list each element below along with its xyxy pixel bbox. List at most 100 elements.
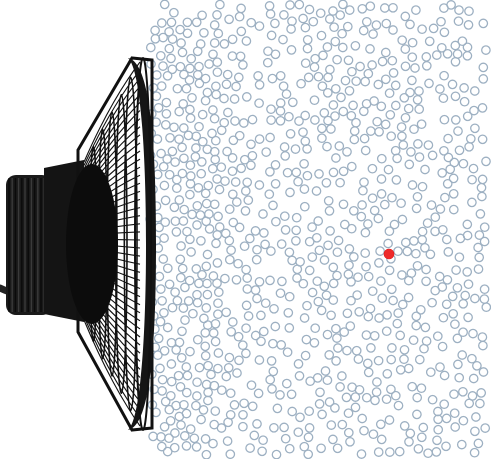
air-particle bbox=[328, 434, 338, 445]
air-particle bbox=[162, 70, 173, 81]
air-particle bbox=[348, 100, 358, 111]
air-particle bbox=[238, 421, 248, 432]
air-particle bbox=[357, 413, 368, 424]
air-particle bbox=[194, 121, 204, 132]
air-particle bbox=[395, 330, 406, 341]
air-particle bbox=[209, 38, 220, 48]
air-particle bbox=[460, 290, 471, 301]
air-particle bbox=[185, 189, 195, 200]
air-particle bbox=[253, 71, 263, 81]
air-particle bbox=[421, 264, 431, 275]
air-particle bbox=[192, 69, 203, 80]
air-particle bbox=[326, 310, 336, 321]
air-particle bbox=[406, 147, 416, 157]
air-particle bbox=[464, 141, 474, 152]
air-particle bbox=[220, 228, 231, 239]
air-particle bbox=[279, 422, 289, 433]
air-particle bbox=[300, 136, 311, 147]
air-particle bbox=[212, 174, 222, 184]
air-particle bbox=[430, 226, 440, 237]
air-particle bbox=[171, 400, 181, 411]
air-particle bbox=[397, 270, 407, 280]
air-particle bbox=[343, 427, 354, 438]
air-particle bbox=[448, 173, 459, 184]
air-particle bbox=[325, 226, 335, 236]
air-particle bbox=[399, 92, 410, 103]
air-particle bbox=[166, 337, 177, 348]
air-particle bbox=[227, 34, 238, 45]
air-particle bbox=[184, 275, 195, 286]
air-particle bbox=[303, 432, 314, 443]
air-particle bbox=[249, 430, 260, 441]
air-particle bbox=[240, 206, 251, 216]
air-particle bbox=[411, 320, 422, 331]
air-particle bbox=[295, 412, 305, 423]
air-particle bbox=[282, 347, 293, 358]
air-particle bbox=[170, 287, 180, 298]
air-particle bbox=[354, 306, 365, 317]
air-particle bbox=[422, 218, 433, 228]
air-particle bbox=[197, 109, 208, 120]
air-particle bbox=[207, 163, 218, 174]
air-particle bbox=[156, 81, 167, 91]
air-particle bbox=[230, 116, 240, 126]
air-particle bbox=[377, 293, 388, 304]
air-particle bbox=[302, 43, 313, 54]
air-particle bbox=[150, 25, 160, 36]
air-particle bbox=[352, 290, 363, 300]
air-particle bbox=[370, 395, 380, 406]
air-particle bbox=[455, 233, 466, 244]
air-particle bbox=[254, 21, 265, 31]
air-particle bbox=[250, 226, 261, 236]
air-particle bbox=[254, 98, 264, 109]
air-particle bbox=[475, 209, 486, 219]
air-particle bbox=[174, 134, 184, 145]
air-particle bbox=[399, 354, 409, 365]
air-particle bbox=[478, 62, 489, 73]
air-particle bbox=[450, 115, 461, 125]
air-particle bbox=[328, 167, 339, 178]
air-particle bbox=[360, 227, 371, 238]
air-particle bbox=[322, 141, 332, 152]
air-particle bbox=[178, 303, 189, 313]
air-particle bbox=[293, 359, 304, 369]
air-particle bbox=[185, 113, 196, 124]
air-particle bbox=[231, 81, 241, 92]
air-particle bbox=[330, 83, 341, 94]
air-particle bbox=[380, 74, 391, 85]
air-particle bbox=[238, 60, 248, 70]
air-particle bbox=[269, 303, 279, 314]
air-particle bbox=[438, 312, 449, 323]
air-particle bbox=[165, 415, 176, 426]
air-particle bbox=[222, 436, 233, 446]
air-particle bbox=[412, 392, 423, 403]
air-particle bbox=[476, 182, 487, 193]
air-particle bbox=[427, 150, 438, 161]
air-particle bbox=[330, 111, 340, 121]
air-particle bbox=[201, 303, 212, 313]
air-particle bbox=[336, 92, 346, 103]
air-particle bbox=[210, 318, 221, 329]
air-particle bbox=[337, 419, 348, 430]
air-particle bbox=[223, 362, 234, 373]
air-particle bbox=[441, 413, 452, 424]
air-particle bbox=[228, 135, 239, 146]
air-particle bbox=[246, 380, 257, 391]
air-particle bbox=[166, 359, 177, 369]
air-particle bbox=[208, 105, 218, 115]
air-particle bbox=[162, 446, 173, 457]
air-particle bbox=[233, 258, 243, 269]
air-particle bbox=[291, 225, 302, 236]
air-particle bbox=[241, 300, 252, 311]
air-particle bbox=[191, 442, 202, 452]
air-particle bbox=[382, 368, 393, 379]
air-particle bbox=[469, 105, 479, 116]
air-particle bbox=[299, 184, 310, 194]
air-particle bbox=[368, 29, 378, 39]
air-particle bbox=[294, 371, 305, 381]
air-particle bbox=[211, 89, 222, 100]
air-particle bbox=[221, 79, 232, 90]
air-particle bbox=[338, 166, 349, 177]
air-particle bbox=[268, 338, 278, 349]
air-particle bbox=[212, 10, 222, 20]
